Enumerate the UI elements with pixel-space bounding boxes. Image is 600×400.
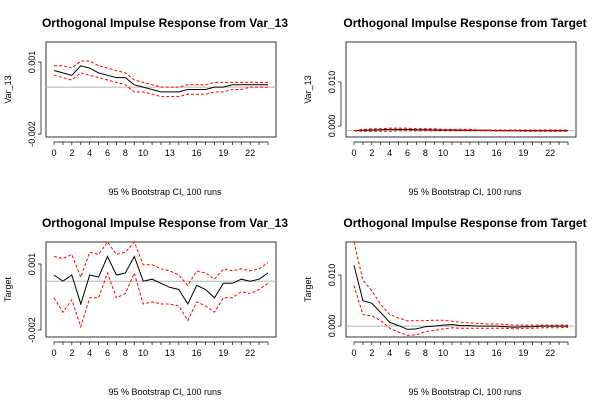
- chart-title: Orthogonal Impulse Response from Target: [343, 216, 586, 230]
- x-tick-label: 6: [105, 148, 110, 158]
- series-estimate: [353, 265, 568, 330]
- bootstrap-caption: 95 % Bootstrap CI, 100 runs: [408, 187, 522, 197]
- x-tick-label: 19: [218, 348, 228, 358]
- x-tick-label: 8: [423, 148, 428, 158]
- y-tick-label: 0.010: [327, 264, 337, 287]
- y-tick-label: -0.002: [27, 317, 37, 343]
- x-tick-label: 4: [387, 348, 392, 358]
- series-lower: [53, 271, 269, 329]
- x-tick-label: 2: [369, 348, 374, 358]
- x-tick-label: 8: [123, 348, 128, 358]
- y-tick-label: 0.001: [27, 253, 37, 276]
- plot-frame: [45, 241, 277, 338]
- x-tick-label: 22: [245, 148, 255, 158]
- x-tick-label: 19: [518, 148, 528, 158]
- x-tick-label: 22: [545, 348, 555, 358]
- x-tick-label: 0: [351, 148, 356, 158]
- x-tick-label: 19: [218, 148, 228, 158]
- series-upper: [353, 241, 568, 326]
- x-tick-label: 8: [123, 148, 128, 158]
- x-tick-label: 16: [492, 148, 502, 158]
- x-tick-label: 8: [423, 348, 428, 358]
- y-axis-label: Var_13: [3, 75, 13, 103]
- chart-title: Orthogonal Impulse Response from Var_13: [42, 16, 288, 30]
- x-tick-label: 6: [105, 348, 110, 358]
- x-tick-label: 4: [87, 148, 92, 158]
- series-upper: [54, 60, 268, 88]
- bootstrap-caption: 95 % Bootstrap CI, 100 runs: [108, 187, 222, 197]
- chart-title: Orthogonal Impulse Response from Target: [343, 16, 586, 30]
- x-tick-label: 13: [165, 148, 175, 158]
- panel-4: Orthogonal Impulse Response from Target 0…: [303, 216, 587, 397]
- x-tick-label: 13: [165, 348, 175, 358]
- x-tick-label: 10: [138, 148, 148, 158]
- x-tick-label: 6: [405, 348, 410, 358]
- panel-3: Orthogonal Impulse Response from Var_13 0…: [3, 216, 288, 397]
- chart-title: Orthogonal Impulse Response from Var_13: [42, 216, 288, 230]
- series-estimate: [53, 255, 269, 306]
- bootstrap-caption: 95 % Bootstrap CI, 100 runs: [408, 387, 522, 397]
- x-tick-label: 10: [138, 348, 148, 358]
- x-tick-label: 0: [51, 148, 56, 158]
- x-tick-label: 2: [369, 148, 374, 158]
- x-tick-label: 13: [465, 348, 475, 358]
- y-tick-label: 0.010: [327, 71, 337, 94]
- y-axis-label: Target: [3, 276, 13, 302]
- y-tick-label: 0.000: [327, 115, 337, 138]
- series-upper: [53, 241, 269, 287]
- x-tick-label: 4: [87, 348, 92, 358]
- x-tick-label: 4: [387, 148, 392, 158]
- series-lower: [353, 130, 568, 132]
- x-tick-label: 10: [438, 148, 448, 158]
- plot-frame: [345, 41, 577, 138]
- series-lower: [53, 72, 268, 98]
- plot-frame: [45, 41, 277, 138]
- series-lower: [353, 285, 569, 336]
- y-tick-label: 0.000: [327, 315, 337, 338]
- x-tick-label: 19: [518, 348, 528, 358]
- y-axis-label: Var_13: [303, 75, 313, 103]
- x-tick-label: 22: [545, 148, 555, 158]
- series-upper: [353, 127, 568, 132]
- bootstrap-caption: 95 % Bootstrap CI, 100 runs: [108, 387, 222, 397]
- y-tick-label: -0.002: [27, 121, 37, 147]
- x-tick-label: 13: [465, 148, 475, 158]
- y-tick-label: 0.001: [27, 51, 37, 74]
- x-tick-label: 16: [192, 148, 202, 158]
- plot-frame: [345, 241, 577, 338]
- series-estimate: [53, 65, 268, 93]
- x-tick-label: 6: [405, 148, 410, 158]
- x-tick-label: 2: [69, 148, 74, 158]
- x-tick-label: 16: [492, 348, 502, 358]
- panel-2: Orthogonal Impulse Response from Target 0…: [303, 16, 587, 197]
- panel-1: Orthogonal Impulse Response from Var_13 0…: [3, 16, 288, 197]
- x-tick-label: 22: [245, 348, 255, 358]
- x-tick-label: 10: [438, 348, 448, 358]
- x-tick-label: 16: [192, 348, 202, 358]
- x-tick-label: 0: [351, 348, 356, 358]
- y-axis-label: Target: [303, 276, 313, 302]
- x-tick-label: 0: [51, 348, 56, 358]
- x-tick-label: 2: [69, 348, 74, 358]
